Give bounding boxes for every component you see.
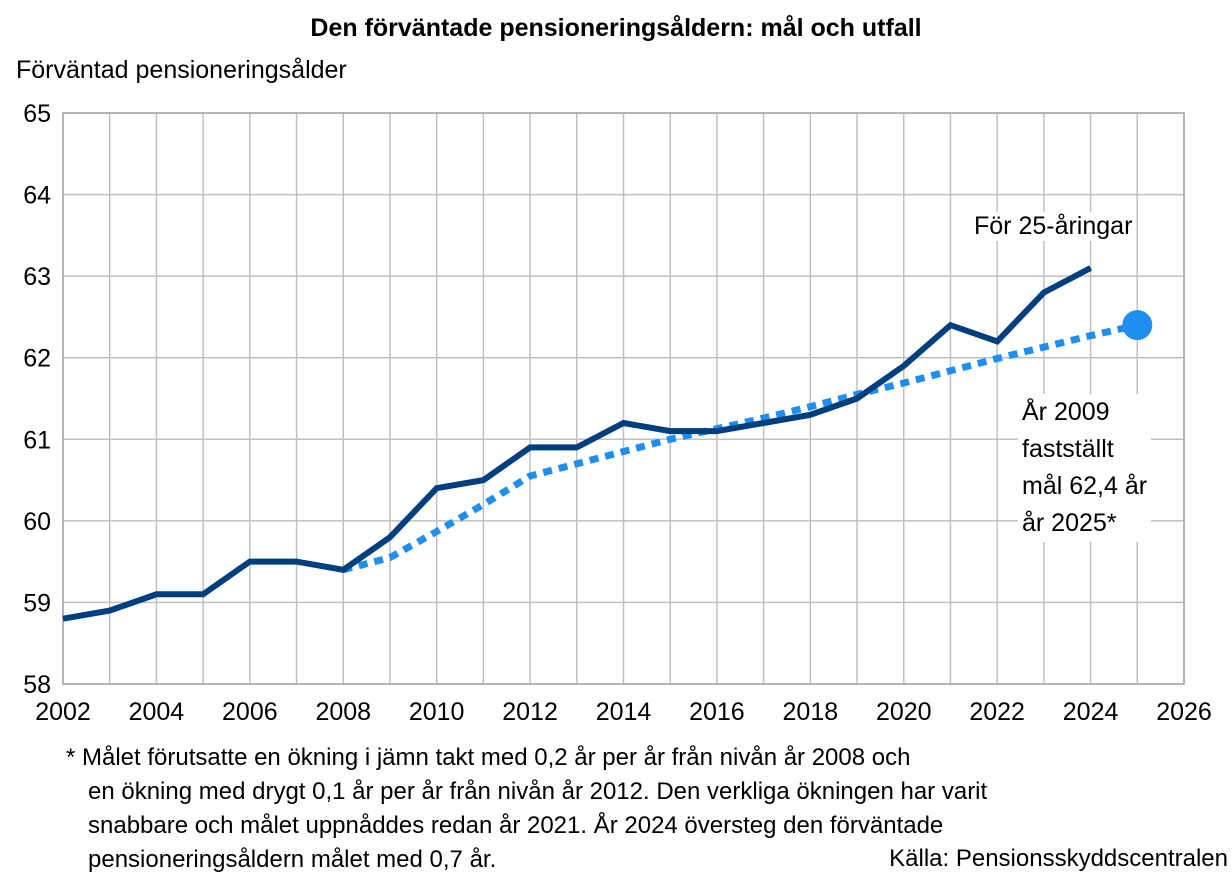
x-tick-label: 2002 — [35, 698, 91, 726]
goal-annotation-line: mål 62,4 år — [1022, 472, 1148, 500]
y-tick-label: 65 — [23, 100, 51, 128]
source-note: Källa: Pensionsskyddscentralen — [889, 845, 1228, 872]
goal-annotation-line: År 2009 — [1022, 398, 1110, 426]
x-tick-label: 2020 — [876, 698, 932, 726]
y-tick-label: 58 — [23, 671, 51, 699]
x-tick-label: 2018 — [783, 698, 839, 726]
y-axis-label: Förväntad pensioneringsålder — [16, 56, 347, 84]
x-tick-label: 2006 — [222, 698, 278, 726]
actual-series-annotation: För 25-åringar — [972, 212, 1135, 241]
x-tick-label: 2004 — [129, 698, 185, 726]
footnote-line: * Målet förutsatte en ökning i jämn takt… — [66, 744, 911, 771]
x-tick-label: 2008 — [315, 698, 371, 726]
x-tick-label: 2026 — [1156, 698, 1212, 726]
goal-series-line — [342, 321, 1139, 574]
y-tick-label: 63 — [23, 263, 51, 291]
footnote-line: pensioneringsåldern målet med 0,7 år. — [88, 846, 497, 873]
x-tick-label: 2014 — [596, 698, 652, 726]
footnote-line: snabbare och målet uppnåddes redan år 20… — [88, 812, 944, 839]
footnote: * Målet förutsatte en ökning i jämn takt… — [66, 741, 1206, 877]
y-tick-label: 59 — [23, 589, 51, 617]
x-tick-label: 2022 — [969, 698, 1025, 726]
goal-annotation-line: fastställt — [1022, 435, 1114, 463]
goal-annotation: År 2009 fastställt mål 62,4 år år 2025* — [1018, 394, 1152, 542]
x-tick-label: 2010 — [409, 698, 465, 726]
x-tick-label: 2012 — [502, 698, 558, 726]
x-tick-label: 2024 — [1063, 698, 1119, 726]
plot-area-border — [62, 112, 1185, 685]
y-tick-label: 60 — [23, 508, 51, 536]
y-tick-label: 64 — [23, 182, 51, 210]
footnote-line: en ökning med drygt 0,1 år per år från n… — [88, 778, 988, 805]
y-tick-label: 62 — [23, 345, 51, 373]
actual-series-line — [62, 265, 1092, 622]
goal-marker — [1122, 310, 1153, 341]
y-tick-label: 61 — [23, 426, 51, 454]
x-tick-label: 2016 — [689, 698, 745, 726]
goal-annotation-line: år 2025* — [1022, 509, 1117, 537]
chart-title: Den förväntade pensioneringsåldern: mål … — [310, 14, 922, 42]
